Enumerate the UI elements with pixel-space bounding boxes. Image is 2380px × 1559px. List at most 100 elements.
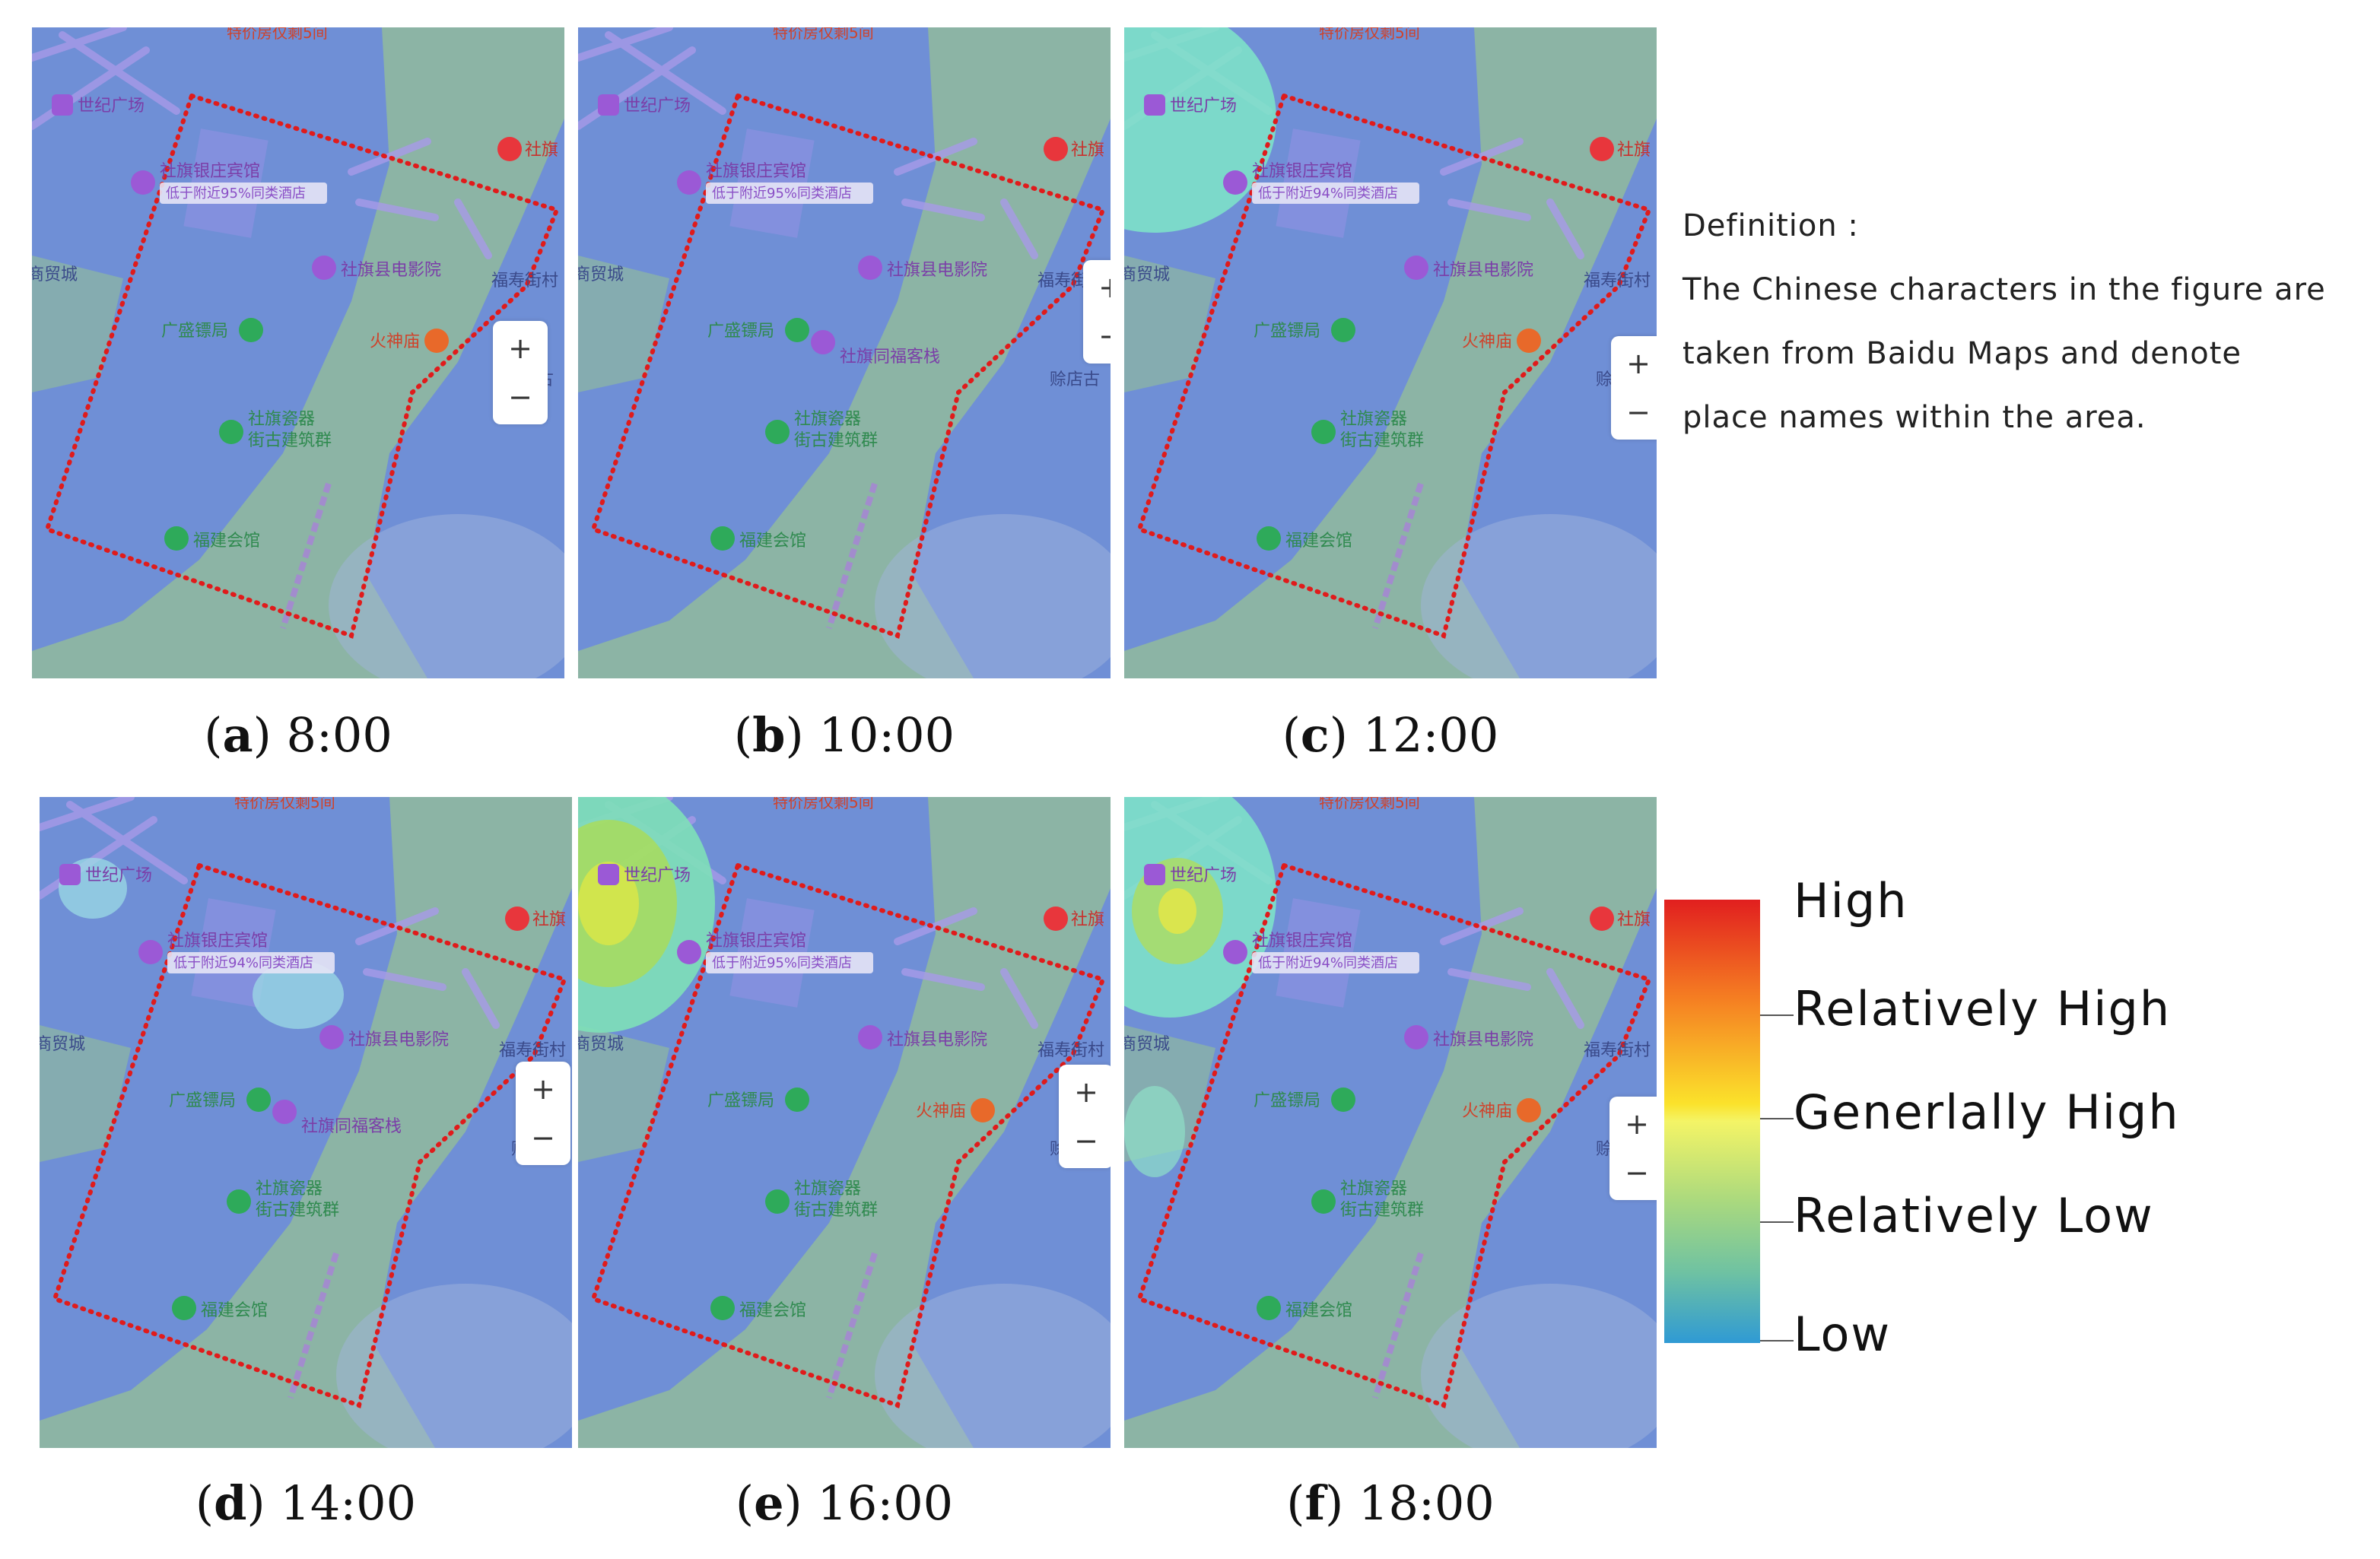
zoom-out-button[interactable]: − (531, 1121, 555, 1154)
map-label-porcelain-street: 社旗瓷器 (794, 410, 861, 429)
light-area (329, 514, 564, 678)
caption-time: 12:00 (1362, 707, 1499, 763)
map-label-porcelain-street: 街古建筑群 (794, 431, 878, 450)
panel-caption-c: (c) 12:00 (1124, 707, 1657, 768)
definition-title: Definition : (1683, 208, 1859, 243)
map-label-sheqi: 社旗 (1071, 910, 1104, 929)
caption-paren: ( (733, 707, 753, 763)
map-label-cinema: 社旗县电影院 (341, 261, 441, 280)
map-label-hotel: 社旗银庄宾馆 (167, 932, 268, 951)
heatmap-panel-e: 世纪广场 社旗银庄宾馆 低于附近95%同类酒店 社旗县电影院 广盛镖局 火神庙 (578, 797, 1111, 1448)
zoom-in-button[interactable]: + (531, 1072, 555, 1106)
canal (1372, 482, 1424, 630)
landmark-icon (1590, 907, 1614, 931)
map-label-commercial-city: 商贸城 (1124, 265, 1170, 284)
legend-label-low: Low (1794, 1307, 1892, 1362)
scenic-icon (1257, 526, 1281, 551)
scenic-icon (239, 318, 263, 342)
map-label-porcelain-street: 街古建筑群 (1340, 1201, 1424, 1220)
caption-paren: ) (1325, 1475, 1359, 1531)
guangsheng-poi: 广盛镖局 (161, 318, 263, 342)
map-label-commercial-city: 商贸城 (578, 265, 624, 284)
definition-line: The Chinese characters in the figure are (1683, 272, 2326, 307)
zoom-in-button[interactable]: + (1626, 347, 1651, 380)
map-label-hotel: 社旗银庄宾馆 (706, 162, 806, 181)
porcelain-street-poi: 社旗瓷器 街古建筑群 (1311, 410, 1424, 450)
fujian-hall-poi: 福建会馆 (1257, 526, 1352, 551)
porcelain-street-poi: 社旗瓷器 街古建筑群 (765, 410, 878, 450)
porcelain-street-poi: 社旗瓷器 街古建筑群 (765, 1180, 878, 1220)
poi-pin-icon (811, 330, 836, 354)
map-label-fushou-street: 福寿街村 (499, 1041, 566, 1060)
scenic-icon (246, 1087, 271, 1112)
map-label-fire-temple: 火神庙 (1462, 332, 1512, 351)
zoom-control: + − (1059, 1065, 1111, 1168)
deal-badge (160, 183, 327, 204)
zoom-out-button[interactable]: − (508, 380, 532, 414)
deal-badge (167, 952, 335, 973)
deal-badge (706, 183, 873, 204)
roads (578, 27, 1038, 259)
map-label-guangsheng: 广盛镖局 (707, 322, 774, 341)
scenic-icon (172, 1296, 196, 1320)
cinema-poi: 社旗县电影院 (319, 1025, 449, 1049)
caption-paren: ) (785, 707, 819, 763)
map-label-hotel: 社旗银庄宾馆 (1252, 162, 1352, 181)
inn-poi: 社旗同福客栈 (272, 1100, 402, 1136)
map-label-commercial-city: 商贸城 (578, 1035, 624, 1054)
fire-temple-poi: 火神庙 (1462, 1098, 1541, 1122)
heatmap-panel-a: 世纪广场 社旗银庄宾馆 低于附近95%同类酒店 社旗县电影院 广盛镖局 火神庙 (32, 27, 564, 678)
map-label-fujian-hall: 福建会馆 (739, 1301, 806, 1320)
zoom-in-button[interactable]: + (1083, 265, 1111, 310)
light-area (875, 514, 1111, 678)
zoom-out-button[interactable]: − (1626, 395, 1651, 429)
cinema-icon (858, 1025, 882, 1049)
zoom-in-button[interactable]: + (1625, 1107, 1649, 1141)
legend-label-high: High (1794, 873, 1908, 929)
zoom-out-button[interactable]: − (1083, 313, 1111, 359)
caption-letter: b (752, 707, 786, 763)
map-label-fujian-hall: 福建会馆 (193, 532, 260, 551)
zoom-control: + − (1609, 1097, 1657, 1200)
zoom-in-button[interactable]: + (508, 332, 532, 365)
sheqi-poi: 社旗 (1044, 907, 1104, 931)
guangsheng-poi: 广盛镖局 (169, 1087, 271, 1112)
fujian-hall-poi: 福建会馆 (710, 526, 806, 551)
deal-badge (706, 952, 873, 973)
map-label-sheqi: 社旗 (1617, 141, 1651, 160)
hotel-poi: 社旗银庄宾馆 低于附近95%同类酒店 (131, 162, 327, 204)
panel-caption-a: (a) 8:00 (32, 707, 564, 768)
shopping-icon (1144, 864, 1165, 885)
zoom-out-button[interactable]: − (1074, 1124, 1098, 1157)
scenic-icon (785, 1087, 809, 1112)
map-label-fujian-hall: 福建会馆 (739, 532, 806, 551)
map-label-top-notice: 特价房仅剩5间 (773, 27, 874, 42)
study-area-boundary (1136, 93, 1652, 639)
zoom-in-button[interactable]: + (1074, 1075, 1098, 1109)
scenic-icon (765, 1189, 790, 1214)
caption-letter: e (754, 1475, 784, 1531)
hotel-poi: 社旗银庄宾馆 低于附近95%同类酒店 (677, 932, 873, 973)
study-area-boundary (1136, 862, 1652, 1408)
scenic-icon (710, 1296, 735, 1320)
map-label-cinema: 社旗县电影院 (887, 1030, 987, 1049)
guangsheng-poi: 广盛镖局 (707, 1087, 809, 1112)
study-area-boundary (52, 862, 567, 1408)
map-label-century-plaza: 世纪广场 (1170, 97, 1237, 116)
light-area (336, 1284, 572, 1448)
map-label-sheqi: 社旗 (1071, 141, 1104, 160)
map-label-fushou-street: 福寿街村 (1037, 1041, 1104, 1060)
map-label-hotel: 社旗银庄宾馆 (706, 932, 806, 951)
roads (32, 27, 492, 259)
green-region (40, 1025, 131, 1162)
map-label-guangsheng: 广盛镖局 (169, 1091, 236, 1110)
light-area (1421, 1284, 1657, 1448)
sheqi-poi: 社旗 (1590, 907, 1651, 931)
century-plaza-poi: 世纪广场 (598, 864, 691, 885)
study-area-boundary (44, 93, 560, 639)
roads (40, 797, 500, 1029)
heatmap-panel-c: 世纪广场 社旗银庄宾馆 低于附近94%同类酒店 社旗县电影院 广盛镖局 火神庙 (1124, 27, 1657, 678)
zoom-out-button[interactable]: − (1625, 1156, 1649, 1189)
hotel-poi: 社旗银庄宾馆 低于附近94%同类酒店 (1223, 162, 1419, 204)
map-label-century-plaza: 世纪广场 (624, 97, 691, 116)
